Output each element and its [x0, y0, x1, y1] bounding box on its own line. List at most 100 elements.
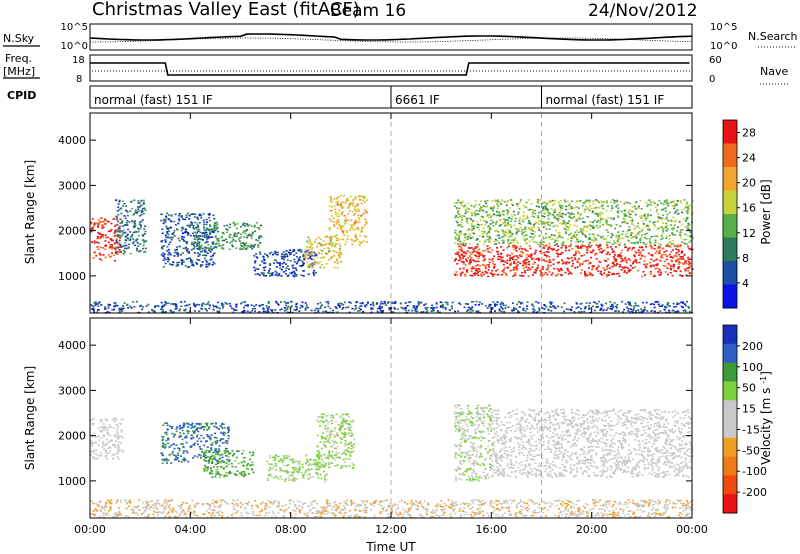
heatmap-cell [168, 243, 171, 246]
heatmap-cell [617, 231, 620, 233]
heatmap-cell [635, 237, 638, 239]
heatmap-cell [137, 227, 139, 230]
heatmap-cell [201, 235, 204, 237]
heatmap-cell [662, 229, 665, 232]
heatmap-cell [245, 222, 248, 225]
heatmap-cell [173, 447, 176, 450]
heatmap-cell [176, 253, 179, 255]
heatmap-cell [577, 240, 580, 243]
heatmap-cell [488, 229, 491, 232]
heatmap-cell [500, 224, 503, 226]
heatmap-cell [640, 253, 643, 255]
heatmap-cell [211, 249, 213, 251]
heatmap-cell [229, 223, 232, 226]
heatmap-cell [622, 213, 625, 215]
heatmap-cell [655, 211, 658, 213]
heatmap-cell [304, 302, 307, 304]
heatmap-cell [165, 439, 168, 442]
heatmap-cell [173, 454, 176, 457]
heatmap-cell [319, 257, 322, 259]
heatmap-cell [564, 271, 567, 274]
heatmap-cell [183, 236, 185, 238]
heatmap-cell [143, 240, 146, 243]
heatmap-cell [600, 200, 603, 203]
heatmap-cell [243, 306, 245, 309]
heatmap-cell [274, 259, 276, 261]
heatmap-cell [167, 251, 170, 254]
heatmap-cell [536, 267, 539, 269]
heatmap-cell [615, 224, 618, 226]
heatmap-cell [679, 262, 682, 264]
heatmap-cell [116, 223, 119, 226]
heatmap-cell [205, 440, 208, 443]
heatmap-cell [201, 305, 203, 307]
heatmap-cell [244, 474, 247, 477]
heatmap-cell [199, 264, 202, 266]
heatmap-cell [468, 262, 471, 264]
heatmap-cell [582, 233, 585, 235]
heatmap-cell [682, 263, 685, 265]
heatmap-cell [217, 301, 219, 304]
heatmap-cell [684, 304, 687, 307]
heatmap-cell [174, 433, 177, 436]
heatmap-cell [417, 304, 420, 307]
heatmap-cell [280, 255, 283, 258]
heatmap-cell [531, 226, 534, 229]
heatmap-cell [332, 221, 335, 223]
heatmap-cell [117, 220, 120, 223]
heatmap-cell [118, 200, 121, 203]
heatmap-cell [285, 302, 288, 304]
heatmap-cell [225, 465, 228, 468]
heatmap-cell [481, 233, 484, 235]
heatmap-cell [154, 305, 157, 307]
heatmap-cell [302, 253, 305, 256]
heatmap-cell [557, 245, 560, 248]
heatmap-cell [676, 245, 679, 248]
heatmap-cell [121, 220, 124, 222]
heatmap-cell [188, 214, 191, 217]
heatmap-cell [196, 229, 199, 231]
heatmap-cell [293, 275, 296, 278]
heatmap-cell [639, 257, 642, 260]
heatmap-cell [646, 263, 649, 265]
heatmap-cell [377, 311, 380, 314]
heatmap-cell [534, 272, 537, 274]
heatmap-cell [335, 220, 338, 223]
heatmap-cell [564, 247, 567, 249]
heatmap-cell [268, 270, 270, 272]
heatmap-cell [214, 229, 217, 231]
heatmap-cell [455, 207, 458, 209]
heatmap-cell [481, 230, 483, 233]
heatmap-cell [648, 199, 651, 201]
heatmap-cell [665, 216, 668, 219]
heatmap-cell [204, 234, 206, 237]
heatmap-cell [208, 213, 211, 215]
heatmap-cell [556, 252, 559, 255]
heatmap-cell [687, 258, 690, 261]
heatmap-cell [639, 251, 642, 253]
heatmap-cell [331, 215, 334, 217]
heatmap-cell [327, 247, 329, 249]
heatmap-cell [543, 223, 546, 225]
heatmap-cell [311, 247, 314, 249]
heatmap-cell [142, 210, 145, 213]
heatmap-cell [576, 237, 578, 240]
heatmap-cell [116, 251, 118, 253]
heatmap-cell [252, 244, 255, 247]
heatmap-cell [492, 209, 494, 212]
heatmap-cell [500, 301, 503, 304]
heatmap-cell [554, 274, 557, 277]
heatmap-cell [221, 453, 224, 456]
heatmap-cell [679, 274, 682, 276]
heatmap-cell [662, 253, 665, 256]
heatmap-cell [409, 301, 412, 303]
heatmap-cell [164, 219, 167, 221]
heatmap-cell [185, 450, 188, 452]
heatmap-cell [564, 249, 567, 252]
heatmap-cell [620, 269, 623, 271]
heatmap-cell [623, 259, 625, 262]
heatmap-cell [135, 300, 138, 303]
heatmap-cell [494, 305, 496, 307]
heatmap-cell [479, 254, 482, 256]
heatmap-cell [348, 210, 351, 212]
